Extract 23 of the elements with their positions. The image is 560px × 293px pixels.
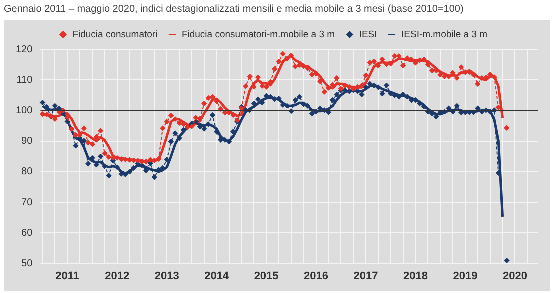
y-tick-label: 110 — [16, 74, 34, 86]
x-tick-label: 2019 — [453, 270, 478, 282]
x-tick-label: 2013 — [154, 270, 180, 282]
x-tick-label: 2011 — [56, 270, 80, 282]
y-tick-label: 50 — [22, 258, 34, 270]
y-tick-label: 60 — [22, 228, 34, 239]
y-tick-label: 80 — [22, 166, 34, 178]
legend-label: Fiducia consumatori-m.mobile a 3 m — [182, 29, 336, 40]
x-tick-label: 2017 — [354, 270, 378, 282]
legend-label: IESI — [359, 29, 378, 40]
x-tick-label: 2014 — [204, 270, 230, 282]
y-tick-label: 100 — [16, 105, 34, 116]
legend-label: IESI-m.mobile a 3 m — [402, 29, 488, 40]
x-tick-label: 2018 — [404, 270, 428, 282]
x-tick-label: 2012 — [105, 270, 130, 282]
chart-title: Gennaio 2011 – maggio 2020, indici destagionalizzati mensili e media mobile a 3 mesi (base 2010=100) — [4, 4, 464, 15]
x-tick-label: 2020 — [502, 270, 528, 282]
legend-label: Fiducia consumatori — [72, 29, 158, 40]
y-tick-label: 90 — [22, 136, 34, 148]
x-tick-label: 2015 — [254, 270, 279, 282]
y-tick-label: 120 — [16, 44, 34, 56]
y-tick-label: 70 — [22, 197, 34, 208]
x-tick-label: 2016 — [304, 270, 329, 282]
